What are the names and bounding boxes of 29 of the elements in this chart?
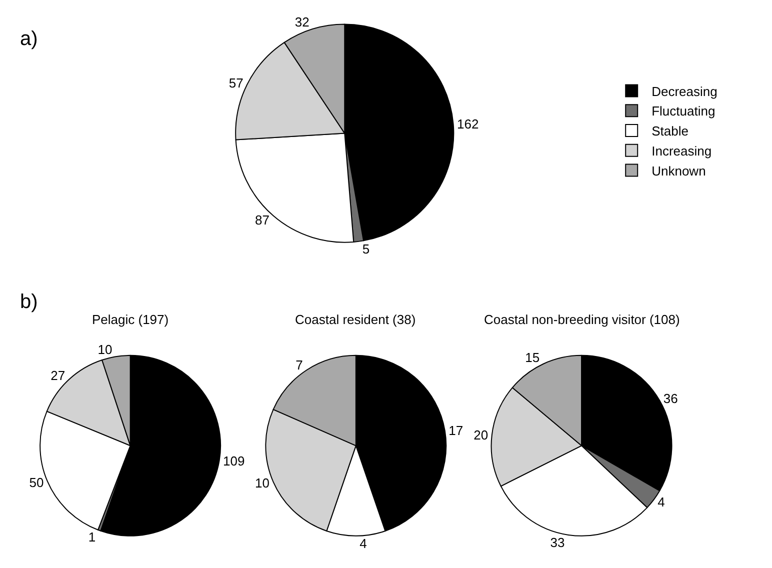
text: b): [20, 291, 38, 313]
data-label: 10: [255, 476, 270, 491]
data-label: 57: [228, 76, 244, 91]
data-label: 50: [29, 475, 44, 490]
legend-label: Unknown: [652, 163, 706, 178]
data-label: 109: [223, 453, 245, 468]
data-label: 5: [362, 241, 370, 256]
chart-title: Coastal resident (38): [295, 312, 416, 327]
text: a): [20, 28, 38, 50]
data-label: 87: [254, 212, 270, 228]
data-label: 17: [448, 423, 464, 438]
chart-title: Pelagic (197): [92, 312, 169, 327]
legend-label: Increasing: [652, 143, 712, 158]
data-label: 33: [550, 534, 565, 550]
legend-label: Fluctuating: [652, 104, 716, 119]
chart-title: Coastal non-breeding visitor (108): [484, 312, 680, 327]
legend-label: Decreasing: [652, 84, 718, 99]
data-label: 27: [50, 368, 66, 384]
data-label: 162: [457, 116, 479, 132]
data-label: 7: [296, 357, 303, 372]
data-label: 20: [474, 428, 488, 443]
data-label: 15: [525, 350, 540, 366]
legend-label: Stable: [652, 124, 688, 139]
data-label: 32: [294, 14, 310, 30]
data-label: 4: [360, 536, 367, 551]
data-label: 10: [98, 342, 112, 357]
data-label: 1: [88, 530, 96, 545]
data-label: 4: [658, 494, 665, 510]
data-label: 36: [663, 391, 678, 406]
